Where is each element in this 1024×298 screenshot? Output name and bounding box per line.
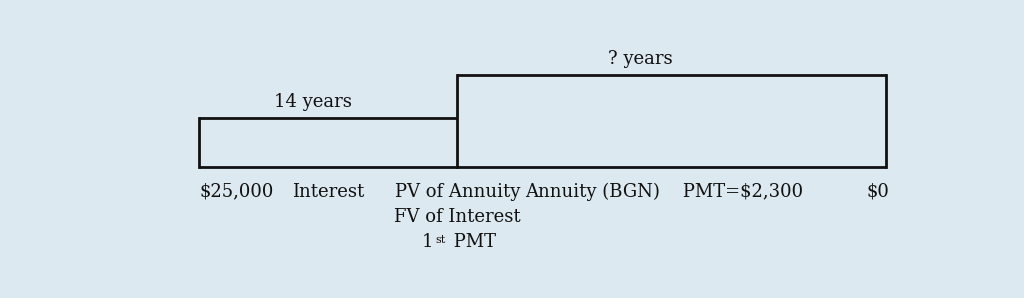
Text: 14 years: 14 years	[273, 94, 351, 111]
Text: st: st	[435, 235, 445, 245]
Text: Annuity (BGN)    PMT=$2,300: Annuity (BGN) PMT=$2,300	[524, 183, 803, 201]
Text: PMT: PMT	[447, 233, 496, 251]
Text: PV of Annuity: PV of Annuity	[394, 183, 520, 201]
Text: Interest: Interest	[292, 183, 365, 201]
Text: FV of Interest: FV of Interest	[394, 208, 520, 226]
Text: $0: $0	[867, 183, 890, 201]
Text: ? years: ? years	[607, 50, 672, 68]
Text: 1: 1	[422, 233, 433, 251]
Text: $25,000: $25,000	[200, 183, 273, 201]
